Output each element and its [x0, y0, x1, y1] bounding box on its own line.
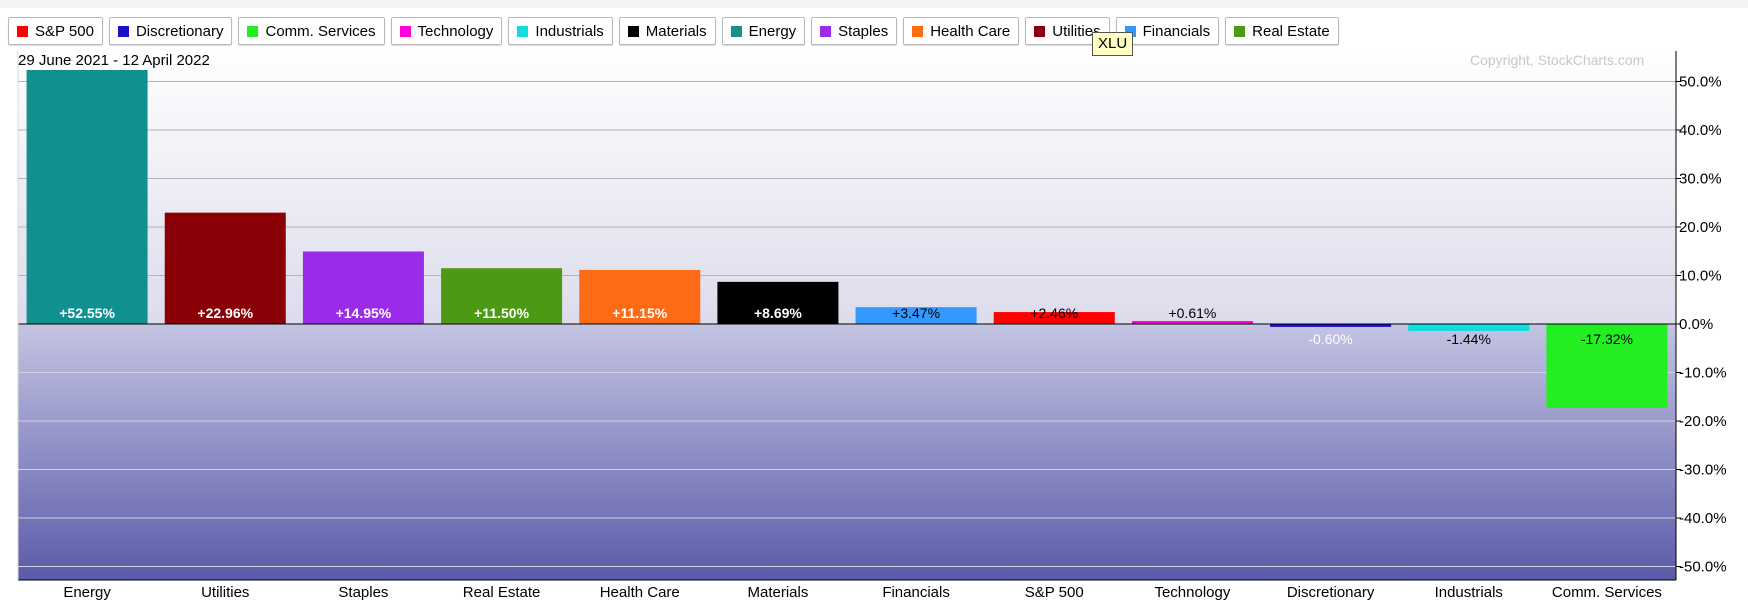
legend-label: Comm. Services [265, 22, 376, 40]
legend-label: Real Estate [1252, 22, 1330, 40]
y-tick-label: -50.0% [1679, 559, 1727, 576]
legend-item-discretionary[interactable]: Discretionary [108, 17, 233, 45]
x-category-label: Financials [882, 584, 950, 601]
date-range: 29 June 2021 - 12 April 2022 [18, 52, 210, 69]
bar-materials [717, 281, 839, 324]
bar-staples [302, 251, 424, 324]
data-label: -0.60% [1308, 331, 1352, 347]
x-category-label: Staples [338, 584, 388, 601]
y-tick-label: -30.0% [1679, 462, 1727, 479]
bar-comm-services [1546, 324, 1668, 409]
legend-swatch-discretionary [117, 25, 129, 37]
bar-financials [855, 307, 977, 324]
legend-label: Utilities [1052, 22, 1101, 40]
legend-swatch-financials [1124, 25, 1136, 37]
legend-swatch-energy [730, 25, 742, 37]
legend-label: Technology [417, 22, 494, 40]
legend-label: Materials [645, 22, 707, 40]
legend-label: Financials [1142, 22, 1211, 40]
legend-swatch-utilities [1034, 25, 1046, 37]
legend-item-health-care[interactable]: Health Care [903, 17, 1020, 45]
bar-technology [1131, 321, 1253, 324]
plot-background-positive [18, 51, 1676, 324]
legend-item-s-p-500[interactable]: S&P 500 [8, 17, 103, 45]
legend-swatch-technology [399, 25, 411, 37]
top-strip [0, 0, 1748, 8]
legend-item-energy[interactable]: Energy [721, 17, 806, 45]
legend-swatch-real-estate [1234, 25, 1246, 37]
data-label: -1.44% [1447, 331, 1491, 347]
x-category-label: Energy [63, 584, 111, 601]
data-label: +11.50% [474, 305, 529, 321]
y-tick-label: 40.0% [1679, 122, 1722, 139]
copyright: Copyright, StockCharts.com [1470, 52, 1645, 68]
data-label: +11.15% [612, 305, 667, 321]
legend-swatch-s-p-500 [17, 25, 28, 37]
data-label: +3.47% [892, 305, 940, 321]
legend-item-industrials[interactable]: Industrials [508, 17, 613, 45]
data-label: +8.69% [754, 305, 802, 321]
legend-label: Industrials [535, 22, 604, 40]
y-tick-label: 20.0% [1679, 219, 1722, 236]
x-category-label: Utilities [201, 584, 249, 601]
x-category-label: Health Care [600, 584, 680, 601]
legend-item-staples[interactable]: Staples [811, 17, 898, 45]
y-tick-label: 10.0% [1679, 268, 1722, 285]
legend-label: Health Care [930, 22, 1011, 40]
data-label: -17.32% [1581, 331, 1633, 347]
legend-swatch-staples [820, 25, 832, 37]
y-tick-label: 30.0% [1679, 171, 1722, 188]
legend-item-technology[interactable]: Technology [390, 17, 503, 45]
bar-utilities [164, 212, 286, 324]
legend-label: Staples [838, 22, 889, 40]
x-category-label: S&P 500 [1025, 584, 1084, 601]
data-label: +2.46% [1030, 305, 1078, 321]
bar-energy [26, 70, 148, 324]
y-tick-label: -10.0% [1679, 365, 1727, 382]
bar-s-p-500 [993, 312, 1115, 324]
bar-discretionary [1270, 324, 1392, 327]
data-label: +52.55% [59, 305, 115, 321]
y-tick-label: -40.0% [1679, 510, 1727, 527]
legend-swatch-health-care [912, 25, 924, 37]
data-label: +0.61% [1168, 305, 1216, 321]
legend-label: Discretionary [135, 22, 224, 40]
tooltip: XLU [1092, 32, 1134, 56]
legend-label: S&P 500 [35, 22, 94, 40]
x-category-label: Comm. Services [1552, 584, 1662, 601]
y-tick-label: 50.0% [1679, 74, 1722, 91]
plot-background-negative [18, 324, 1676, 580]
x-category-label: Materials [747, 584, 808, 601]
legend-item-real-estate[interactable]: Real Estate [1225, 17, 1339, 45]
legend-item-comm-services[interactable]: Comm. Services [238, 17, 385, 45]
y-tick-label: 0.0% [1679, 316, 1713, 333]
legend-swatch-industrials [517, 25, 529, 37]
data-label: +22.96% [197, 305, 253, 321]
data-label: +14.95% [336, 305, 392, 321]
y-tick-label: -20.0% [1679, 413, 1727, 430]
x-category-label: Technology [1154, 584, 1230, 601]
x-category-label: Industrials [1435, 584, 1503, 601]
bar-real-estate [441, 268, 563, 324]
x-category-label: Discretionary [1287, 584, 1375, 601]
legend-item-materials[interactable]: Materials [618, 17, 716, 45]
bar-industrials [1408, 324, 1530, 331]
legend-swatch-materials [627, 25, 639, 37]
x-category-label: Real Estate [463, 584, 541, 601]
bar-health-care [579, 269, 701, 324]
legend-swatch-comm-services [247, 25, 259, 37]
legend-label: Energy [748, 22, 797, 40]
